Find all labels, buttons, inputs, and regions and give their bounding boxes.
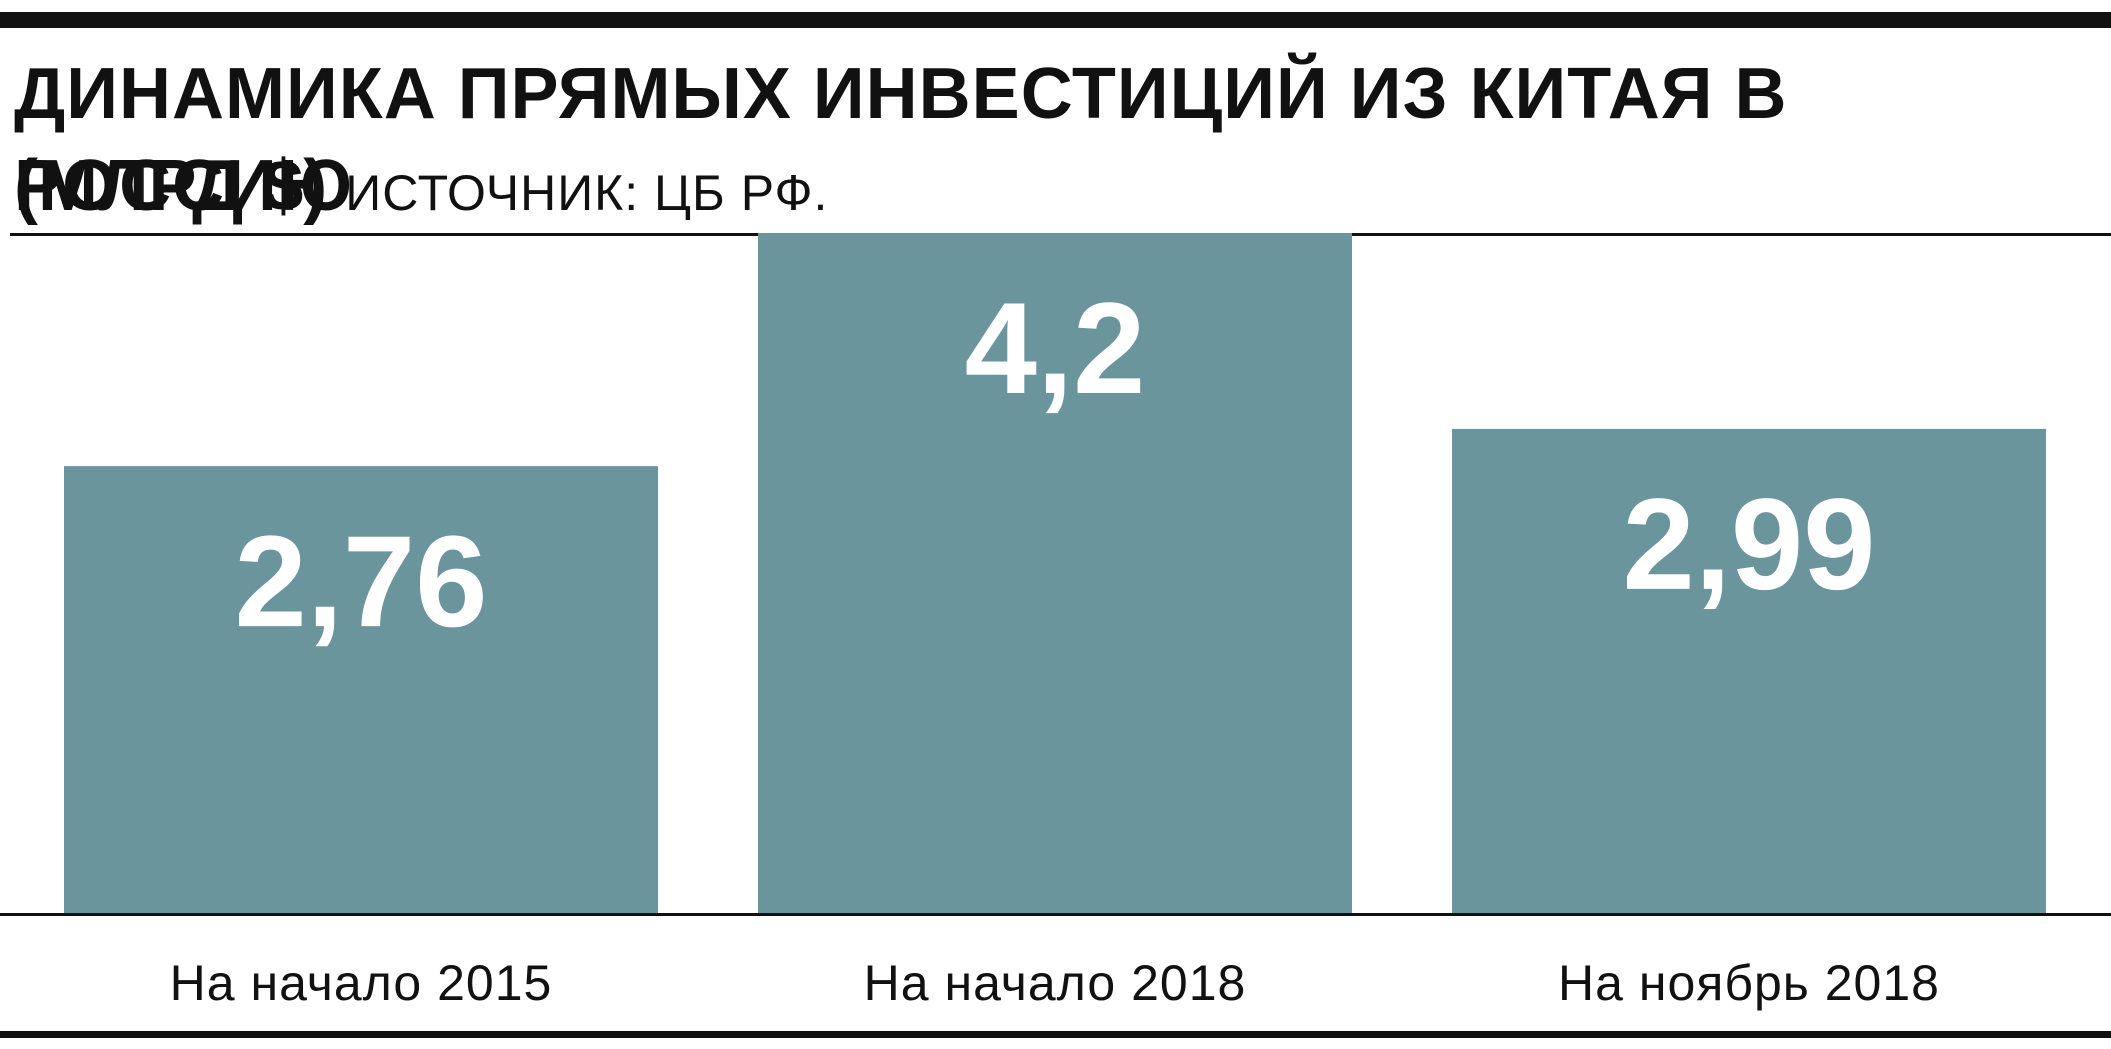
baseline-axis xyxy=(0,913,2111,916)
category-label: На ноябрь 2018 xyxy=(1558,955,1940,1011)
category-label: На начало 2018 xyxy=(864,955,1247,1011)
bar xyxy=(64,466,658,913)
title-second-line: (МЛРД $) ИСТОЧНИК: ЦБ РФ. xyxy=(14,140,828,239)
bar-value-label: 2,99 xyxy=(1622,471,1875,617)
bar xyxy=(1452,428,2046,913)
chart-unit: (МЛРД $) xyxy=(14,146,328,226)
bar-value-label: 2,76 xyxy=(234,508,487,654)
bar-value-label: 4,2 xyxy=(965,275,1146,421)
bar xyxy=(758,233,1352,913)
chart-title: ДИНАМИКА ПРЯМЫХ ИНВЕСТИЦИЙ ИЗ КИТАЯ В РО… xyxy=(14,54,1788,226)
bottom-rule xyxy=(0,1031,2111,1038)
category-label: На начало 2015 xyxy=(170,955,553,1011)
chart-source: ИСТОЧНИК: ЦБ РФ. xyxy=(345,165,829,221)
top-rule xyxy=(0,12,2111,28)
